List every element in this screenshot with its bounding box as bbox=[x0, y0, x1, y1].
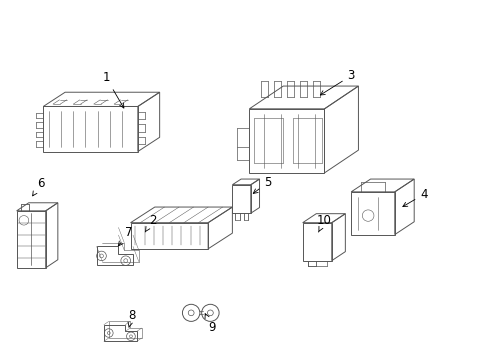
Text: 5: 5 bbox=[253, 176, 271, 193]
Text: 7: 7 bbox=[118, 226, 133, 246]
Text: 2: 2 bbox=[145, 214, 156, 232]
Text: 1: 1 bbox=[102, 72, 123, 108]
Text: 8: 8 bbox=[128, 309, 136, 327]
Text: 10: 10 bbox=[316, 214, 331, 232]
Text: 6: 6 bbox=[33, 177, 44, 196]
Text: 3: 3 bbox=[320, 69, 354, 95]
Text: 4: 4 bbox=[402, 188, 427, 207]
Text: 9: 9 bbox=[204, 314, 215, 334]
